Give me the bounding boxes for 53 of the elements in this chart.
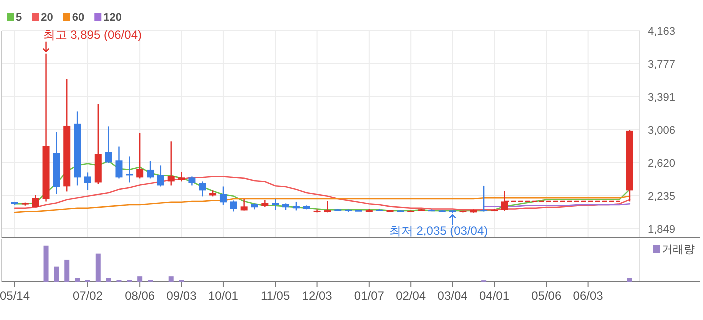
candlestick: [199, 181, 206, 198]
y-tick-label: 2,235: [648, 190, 676, 203]
candlestick: [168, 141, 175, 186]
x-tick-label: 02/04: [396, 289, 426, 303]
legend-label: 5: [16, 12, 22, 24]
line-series: [14, 176, 631, 211]
candlestick: [157, 165, 164, 188]
x-tick-label: 06/03: [573, 289, 604, 303]
candlestick: [230, 200, 238, 212]
x-tick-label: 01/07: [354, 289, 385, 303]
candlestick: [272, 198, 280, 211]
x-tick-label: 09/03: [166, 289, 198, 303]
legend-label: 60: [72, 12, 85, 24]
y-tick-label: 2,620: [648, 158, 676, 170]
candlestick: [480, 185, 488, 212]
candlestick: [105, 126, 112, 164]
annotation: 최저 2,035 (03/04): [389, 224, 488, 238]
bar: [75, 278, 80, 282]
x-tick-label: 05/14: [0, 289, 30, 303]
candlestick: [220, 186, 227, 206]
legend-label: 거래량: [662, 244, 695, 256]
x-tick-label: 07/02: [72, 289, 104, 303]
y-tick-label: 3,006: [648, 125, 676, 138]
x-tick-label: 11/05: [261, 289, 290, 303]
bar: [44, 246, 49, 282]
candlestick: [136, 132, 144, 180]
y-tick-label: 1,849: [648, 224, 676, 236]
candlestick: [178, 171, 186, 182]
bar: [54, 266, 60, 282]
x-tick-label: 12/03: [302, 289, 333, 303]
bar: [138, 276, 143, 282]
candlestick: [84, 172, 92, 191]
x-tick-label: 08/06: [125, 289, 156, 303]
candlestick: [32, 194, 40, 208]
candlestick: [324, 200, 332, 214]
bar: [168, 276, 174, 282]
x-tick-label: 10/01: [208, 289, 239, 303]
y-tick-label: 3,777: [648, 59, 676, 72]
bar: [64, 260, 70, 282]
y-tick-label: 4,163: [648, 26, 676, 38]
legend-label: 120: [104, 12, 122, 24]
line-series: [14, 196, 631, 214]
bar: [96, 254, 101, 282]
x-tick-label: 04/01: [479, 289, 510, 303]
bar: [628, 278, 632, 282]
legend-label: 20: [41, 12, 54, 24]
annotation: 최고 3,895 (06/04): [43, 28, 142, 42]
candlestick: [147, 160, 154, 180]
bar: [106, 278, 112, 282]
candlestick: [116, 146, 123, 180]
x-tick-label: 05/06: [532, 289, 562, 303]
y-tick-label: 3,391: [648, 92, 676, 104]
x-tick-label: 03/04: [438, 289, 468, 303]
